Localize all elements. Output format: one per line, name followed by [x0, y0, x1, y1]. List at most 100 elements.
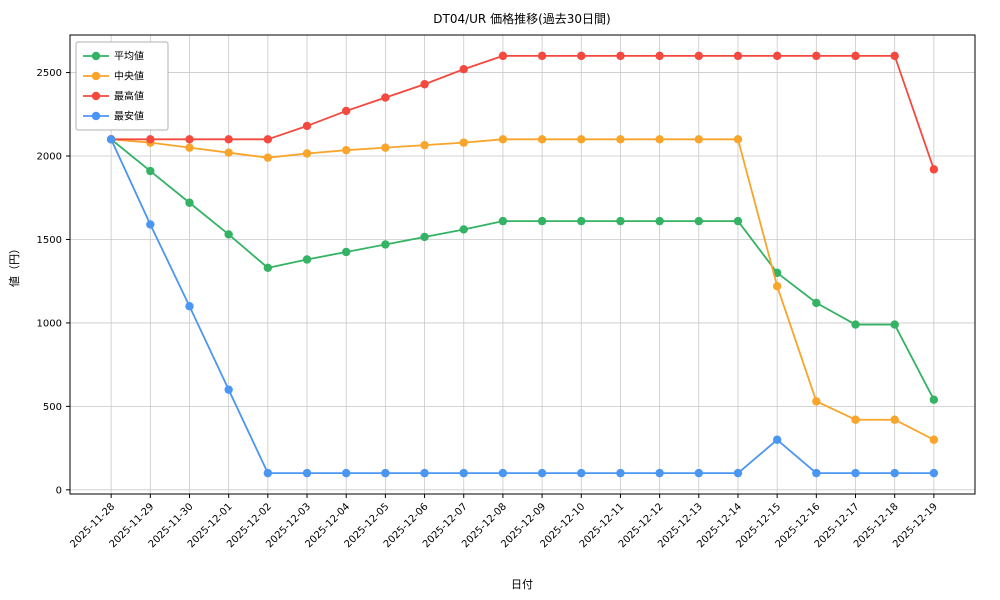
data-point-min[interactable] — [381, 468, 390, 478]
data-point-median[interactable] — [498, 135, 508, 144]
data-point-max[interactable] — [772, 51, 782, 61]
data-point-min[interactable] — [812, 468, 821, 478]
data-point-max[interactable] — [342, 106, 351, 116]
data-point-min[interactable] — [733, 468, 743, 478]
data-point-median[interactable] — [263, 153, 273, 162]
data-point-min[interactable] — [929, 468, 939, 478]
data-point-min[interactable] — [851, 468, 860, 478]
data-point-median[interactable] — [655, 135, 664, 144]
data-point-max[interactable] — [420, 80, 429, 89]
data-point-max[interactable] — [616, 51, 625, 61]
y-axis-label: 値（円） — [8, 243, 21, 287]
data-point-median[interactable] — [185, 143, 194, 152]
data-point-median[interactable] — [577, 135, 586, 144]
data-point-average[interactable] — [812, 298, 821, 308]
data-point-max[interactable] — [929, 165, 939, 174]
data-point-min[interactable] — [772, 435, 782, 444]
data-point-min[interactable] — [577, 468, 586, 478]
data-point-min[interactable] — [263, 468, 273, 478]
data-point-average[interactable] — [185, 198, 194, 207]
data-point-average[interactable] — [577, 216, 586, 226]
series-line-median — [111, 138, 935, 441]
data-point-average[interactable] — [459, 225, 468, 234]
data-point-max[interactable] — [890, 51, 899, 61]
data-point-median[interactable] — [224, 148, 233, 157]
data-point-average[interactable] — [342, 247, 351, 257]
data-point-max[interactable] — [381, 93, 390, 102]
data-point-max[interactable] — [498, 51, 508, 61]
data-point-median[interactable] — [733, 135, 743, 144]
data-point-max[interactable] — [694, 51, 703, 61]
data-point-max[interactable] — [851, 51, 860, 61]
data-point-median[interactable] — [772, 281, 782, 291]
data-point-min[interactable] — [146, 220, 155, 229]
data-point-max[interactable] — [146, 135, 155, 144]
y-tick-label: 0 — [56, 485, 62, 496]
data-point-average[interactable] — [851, 320, 860, 329]
legend-label-average[interactable]: 平均値 — [114, 50, 144, 63]
data-point-min[interactable] — [537, 468, 547, 478]
data-point-max[interactable] — [459, 65, 468, 74]
data-point-min[interactable] — [655, 468, 664, 478]
legend-label-median[interactable]: 中央値 — [114, 70, 144, 83]
data-point-median[interactable] — [616, 135, 625, 144]
data-point-max[interactable] — [537, 51, 547, 61]
data-point-min[interactable] — [420, 468, 429, 478]
data-point-min[interactable] — [224, 385, 233, 394]
data-point-max[interactable] — [302, 121, 312, 131]
legend-marker-min — [91, 111, 101, 121]
data-point-average[interactable] — [694, 216, 703, 226]
data-point-median[interactable] — [302, 149, 312, 158]
y-tick-label: 1500 — [37, 235, 62, 246]
data-point-median[interactable] — [342, 145, 351, 155]
data-point-min[interactable] — [616, 468, 625, 478]
y-tick-label: 1000 — [37, 318, 62, 329]
data-point-median[interactable] — [812, 397, 821, 406]
data-point-median[interactable] — [459, 138, 468, 147]
data-point-average[interactable] — [224, 230, 233, 239]
legend-label-max[interactable]: 最高値 — [114, 90, 144, 103]
legend-label-min[interactable]: 最安値 — [114, 110, 144, 123]
data-point-average[interactable] — [146, 166, 155, 176]
data-point-min[interactable] — [342, 468, 351, 478]
data-point-median[interactable] — [929, 435, 939, 444]
data-point-average[interactable] — [537, 216, 547, 226]
data-point-average[interactable] — [420, 232, 429, 242]
data-point-average[interactable] — [929, 395, 939, 404]
data-point-min[interactable] — [694, 468, 703, 478]
data-point-min[interactable] — [498, 468, 508, 478]
data-point-max[interactable] — [655, 51, 664, 61]
legend-box — [75, 41, 169, 131]
data-point-average[interactable] — [616, 216, 625, 226]
data-point-max[interactable] — [224, 135, 233, 144]
data-point-min[interactable] — [185, 302, 194, 311]
data-point-average[interactable] — [302, 255, 312, 264]
data-point-median[interactable] — [851, 415, 860, 424]
data-point-median[interactable] — [420, 140, 429, 150]
data-point-median[interactable] — [694, 135, 703, 144]
data-point-min[interactable] — [106, 135, 116, 144]
plot-border — [69, 34, 976, 495]
data-point-average[interactable] — [381, 240, 390, 249]
series-layer — [106, 51, 939, 478]
x-axis-label: 日付 — [511, 578, 533, 591]
data-point-average[interactable] — [733, 216, 743, 226]
data-point-max[interactable] — [577, 51, 586, 61]
data-point-max[interactable] — [263, 135, 273, 144]
data-point-median[interactable] — [890, 415, 899, 424]
data-point-median[interactable] — [537, 135, 547, 144]
data-point-min[interactable] — [302, 468, 312, 478]
data-point-min[interactable] — [459, 468, 468, 478]
data-point-average[interactable] — [655, 216, 664, 226]
data-point-average[interactable] — [890, 320, 899, 329]
data-point-median[interactable] — [381, 143, 390, 152]
legend-marker-median — [91, 71, 101, 81]
data-point-max[interactable] — [812, 51, 821, 61]
data-point-average[interactable] — [263, 263, 273, 273]
data-point-max[interactable] — [185, 135, 194, 144]
data-point-max[interactable] — [733, 51, 743, 61]
data-point-min[interactable] — [890, 468, 899, 478]
data-point-average[interactable] — [498, 216, 508, 226]
